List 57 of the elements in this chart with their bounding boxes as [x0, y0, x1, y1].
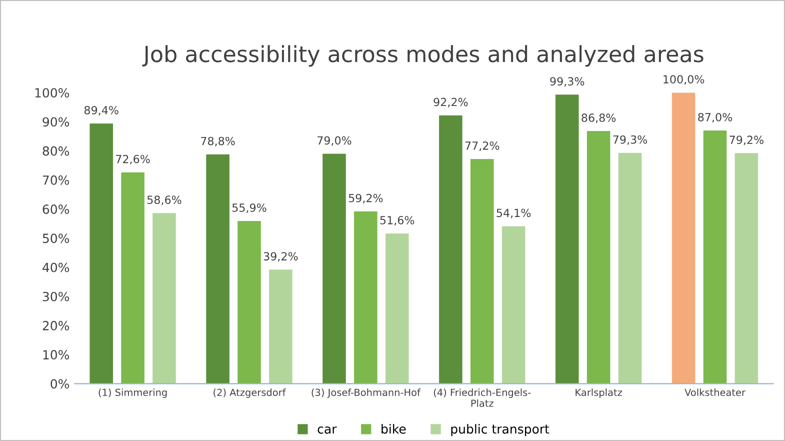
data-label: 51,6% [380, 216, 414, 226]
bar [121, 172, 144, 384]
data-label: 79,2% [730, 136, 764, 146]
data-label: 79,0% [318, 136, 352, 146]
bar [90, 123, 113, 384]
x-tick-label: (4) Friedrich-Engels- Platz [434, 388, 531, 407]
bar [586, 131, 610, 384]
x-tick-label: Volkstheater [684, 388, 746, 396]
x-tick-label: (3) Josef-Bohmann-Hof [312, 388, 421, 398]
y-tick-label: 20% [42, 320, 70, 330]
data-label: 55,9% [232, 203, 266, 214]
bar [238, 220, 261, 384]
x-tick-label: (1) Simmering [98, 388, 167, 398]
bar [269, 270, 292, 384]
bar [555, 94, 579, 384]
y-tick-label: 80% [42, 146, 70, 156]
bar [734, 153, 758, 384]
data-label: 99,3% [550, 77, 584, 87]
bar [385, 233, 409, 384]
data-label: 89,4% [84, 106, 118, 116]
chart-title: Job accessibility across modes and analyzed areas [142, 45, 704, 67]
bar [618, 152, 642, 384]
data-label: 79,3% [613, 135, 648, 145]
bar [206, 154, 230, 384]
bar [152, 213, 176, 384]
bar [703, 130, 727, 384]
data-label: 86,8% [582, 114, 616, 124]
data-label: 78,8% [201, 136, 235, 146]
data-label: 54,1% [496, 208, 531, 218]
legend-label: public transport [451, 424, 550, 436]
bar [502, 226, 526, 384]
y-tick-label: 70% [42, 175, 70, 185]
y-tick-label: 60% [42, 204, 70, 214]
bar [354, 211, 378, 384]
data-label: 87,0% [698, 112, 732, 122]
legend-label: bike [382, 424, 406, 434]
data-label: 100,0% [664, 75, 704, 85]
bar [439, 115, 462, 384]
data-label: 77,2% [465, 141, 500, 152]
y-tick-label: 50% [42, 234, 70, 244]
y-tick-label: 90% [42, 117, 70, 127]
data-label: 39,2% [264, 252, 298, 262]
bar [672, 92, 696, 384]
y-tick-label: 30% [42, 292, 70, 302]
y-tick-label: 0% [50, 379, 70, 389]
data-label: 59,2% [348, 194, 383, 204]
y-tick-label: 100% [35, 88, 70, 98]
data-label: 72,6% [116, 154, 150, 164]
y-tick-label: 40% [42, 262, 70, 272]
data-label: 92,2% [434, 98, 468, 108]
x-tick-label: Karlsplatz [576, 388, 622, 398]
x-tick-label: (2) Atzgersdorf [214, 388, 286, 398]
bar [470, 158, 494, 384]
legend-label: car [318, 426, 337, 434]
bar [322, 154, 346, 384]
y-tick-label: 10% [43, 350, 70, 360]
data-label: 58,6% [147, 196, 182, 206]
